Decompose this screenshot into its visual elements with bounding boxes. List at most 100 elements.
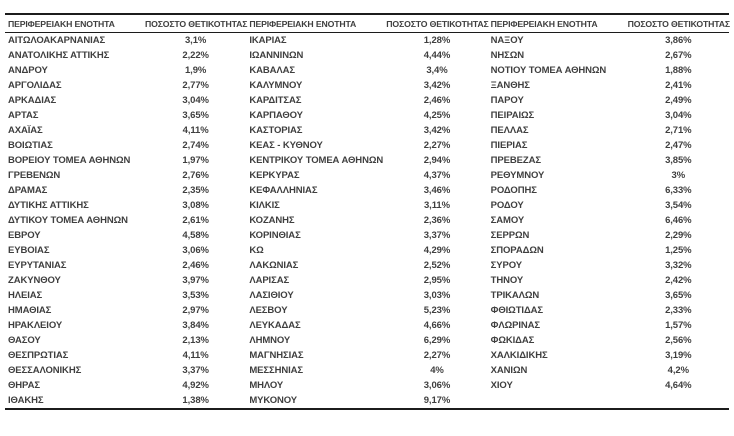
table-header: ΠΕΡΙΦΕΡΕΙΑΚΗ ΕΝΟΤΗΤΑ ΠΟΣΟΣΤΟ ΘΕΤΙΚΟΤΗΤΑΣ xyxy=(246,15,489,33)
region-name: ΛΕΣΒΟΥ xyxy=(249,305,288,316)
positivity-value: 6,46% xyxy=(665,215,692,226)
positivity-value: 4,2% xyxy=(667,365,689,376)
region-name: ΚΙΛΚΙΣ xyxy=(249,200,280,211)
table-row: ΣΥΡΟΥ 3,32% xyxy=(488,258,729,273)
table-row: ΑΝΑΤΟΛΙΚΗΣ ΑΤΤΙΚΗΣ 2,22% xyxy=(5,48,246,63)
region-name: ΑΡΤΑΣ xyxy=(8,110,39,121)
positivity-value: 1,25% xyxy=(665,245,692,256)
table-row: ΛΕΣΒΟΥ 5,23% xyxy=(246,303,487,318)
region-name: ΜΑΓΝΗΣΙΑΣ xyxy=(249,350,304,361)
region-name: ΚΕΡΚΥΡΑΣ xyxy=(249,170,300,181)
positivity-value: 2,33% xyxy=(665,305,692,316)
table-row: ΚΙΛΚΙΣ 3,11% xyxy=(246,198,487,213)
region-name: ΑΡΓΟΛΙΔΑΣ xyxy=(8,80,62,91)
table-row: ΚΑΒΑΛΑΣ 3,4% xyxy=(246,63,487,78)
table-row: ΡΟΔΟΠΗΣ 6,33% xyxy=(488,183,729,198)
positivity-value: 4,64% xyxy=(665,380,692,391)
positivity-value: 1,9% xyxy=(185,65,207,76)
positivity-value: 2,71% xyxy=(665,125,692,136)
region-name: ΚΕΦΑΛΛΗΝΙΑΣ xyxy=(249,185,318,196)
positivity-value: 3,03% xyxy=(423,290,451,301)
table-row: ΕΒΡΟΥ 4,58% xyxy=(5,228,246,243)
positivity-value: 3,42% xyxy=(423,80,451,91)
table-row: ΦΩΚΙΔΑΣ 2,56% xyxy=(488,333,729,348)
positivity-value: 9,17% xyxy=(423,395,451,406)
table-row: ΙΩΑΝΝΙΝΩΝ 4,44% xyxy=(246,48,487,63)
region-name: ΧΑΝΙΩΝ xyxy=(490,365,528,376)
region-name: ΝΟΤΙΟΥ ΤΟΜΕΑ ΑΘΗΝΩΝ xyxy=(490,65,607,76)
positivity-value: 3,84% xyxy=(182,320,209,331)
table-row: ΠΑΡΟΥ 2,49% xyxy=(488,93,729,108)
positivity-value: 2,42% xyxy=(665,275,692,286)
table-row: ΑΡΚΑΔΙΑΣ 3,04% xyxy=(5,93,246,108)
region-name: ΞΑΝΘΗΣ xyxy=(490,80,530,91)
region-name: ΡΟΔΟΠΗΣ xyxy=(490,185,537,196)
table-row: ΛΗΜΝΟΥ 6,29% xyxy=(246,333,487,348)
region-name: ΕΥΡΥΤΑΝΙΑΣ xyxy=(8,260,67,271)
table-row: ΤΡΙΚΑΛΩΝ 3,65% xyxy=(488,288,729,303)
subtable-middle: ΠΕΡΙΦΕΡΕΙΑΚΗ ΕΝΟΤΗΤΑ ΠΟΣΟΣΤΟ ΘΕΤΙΚΟΤΗΤΑΣ… xyxy=(246,15,489,408)
positivity-value: 6,29% xyxy=(423,335,451,346)
positivity-value: 3,97% xyxy=(182,275,209,286)
region-name: ΤΡΙΚΑΛΩΝ xyxy=(490,290,540,301)
region-name: ΣΕΡΡΩΝ xyxy=(490,230,530,241)
region-name: ΔΥΤΙΚΗΣ ΑΤΤΙΚΗΣ xyxy=(8,200,89,211)
region-name: ΠΕΙΡΑΙΩΣ xyxy=(490,110,535,121)
positivity-value: 4,44% xyxy=(423,50,451,61)
table-row: ΛΑΚΩΝΙΑΣ 2,52% xyxy=(246,258,487,273)
regional-positivity-table: ΠΕΡΙΦΕΡΕΙΑΚΗ ΕΝΟΤΗΤΑ ΠΟΣΟΣΤΟ ΘΕΤΙΚΟΤΗΤΑΣ… xyxy=(5,13,730,410)
region-name: ΦΩΚΙΔΑΣ xyxy=(490,335,535,346)
table-row: ΚΑΣΤΟΡΙΑΣ 3,42% xyxy=(246,123,487,138)
table-row: ΚΑΡΔΙΤΣΑΣ 2,46% xyxy=(246,93,487,108)
positivity-value: 3,04% xyxy=(182,95,209,106)
table-row: ΘΗΡΑΣ 4,92% xyxy=(5,378,246,393)
region-name: ΚΑΒΑΛΑΣ xyxy=(249,65,295,76)
table-row: ΒΟΡΕΙΟΥ ΤΟΜΕΑ ΑΘΗΝΩΝ 1,97% xyxy=(5,153,246,168)
region-name: ΔΥΤΙΚΟΥ ΤΟΜΕΑ ΑΘΗΝΩΝ xyxy=(8,215,128,226)
region-name: ΠΙΕΡΙΑΣ xyxy=(490,140,528,151)
table-row: ΚΕΝΤΡΙΚΟΥ ΤΟΜΕΑ ΑΘΗΝΩΝ 2,94% xyxy=(246,153,487,168)
positivity-value: 4,37% xyxy=(423,170,451,181)
table-row: ΣΠΟΡΑΔΩΝ 1,25% xyxy=(488,243,729,258)
region-name: ΣΥΡΟΥ xyxy=(490,260,522,271)
table-header: ΠΕΡΙΦΕΡΕΙΑΚΗ ΕΝΟΤΗΤΑ ΠΟΣΟΣΤΟ ΘΕΤΙΚΟΤΗΤΑΣ xyxy=(487,15,730,33)
positivity-value: 4,58% xyxy=(182,230,209,241)
positivity-value: 3,53% xyxy=(182,290,209,301)
positivity-value: 6,33% xyxy=(665,185,692,196)
table-row: ΚΕΦΑΛΛΗΝΙΑΣ 3,46% xyxy=(246,183,487,198)
region-name: ΧΑΛΚΙΔΙΚΗΣ xyxy=(490,350,548,361)
positivity-value: 3% xyxy=(671,170,686,181)
region-name: ΛΑΚΩΝΙΑΣ xyxy=(249,260,299,271)
positivity-value: 2,76% xyxy=(182,170,209,181)
table-row: ΠΡΕΒΕΖΑΣ 3,85% xyxy=(488,153,729,168)
region-name: ΝΗΣΩΝ xyxy=(490,50,525,61)
table-row: ΠΕΙΡΑΙΩΣ 3,04% xyxy=(488,108,729,123)
positivity-value: 2,52% xyxy=(423,260,451,271)
table-row: ΑΝΔΡΟΥ 1,9% xyxy=(5,63,246,78)
region-name: ΑΧΑΪΑΣ xyxy=(8,125,43,136)
table-row: ΕΥΒΟΙΑΣ 3,06% xyxy=(5,243,246,258)
region-name: ΑΝΔΡΟΥ xyxy=(8,65,48,76)
table-row: ΔΡΑΜΑΣ 2,35% xyxy=(5,183,246,198)
region-name: ΜΕΣΣΗΝΙΑΣ xyxy=(249,365,304,376)
positivity-value: 2,46% xyxy=(423,95,451,106)
table-row: ΛΑΡΙΣΑΣ 2,95% xyxy=(246,273,487,288)
positivity-value: 2,74% xyxy=(182,140,209,151)
table-row: ΙΘΑΚΗΣ 1,38% xyxy=(5,393,246,408)
table-row: ΚΩ 4,29% xyxy=(246,243,487,258)
table-row: ΘΕΣΠΡΩΤΙΑΣ 4,11% xyxy=(5,348,246,363)
table-row: ΚΟΖΑΝΗΣ 2,36% xyxy=(246,213,487,228)
positivity-value: 2,27% xyxy=(423,140,451,151)
region-name: ΛΑΡΙΣΑΣ xyxy=(249,275,290,286)
positivity-value: 3,65% xyxy=(665,290,692,301)
table-row: ΗΡΑΚΛΕΙΟΥ 3,84% xyxy=(5,318,246,333)
positivity-value: 4,66% xyxy=(423,320,451,331)
region-name: ΜΗΛΟΥ xyxy=(249,380,284,391)
table-row: ΕΥΡΥΤΑΝΙΑΣ 2,46% xyxy=(5,258,246,273)
region-name: ΝΑΞΟΥ xyxy=(490,35,524,46)
region-name: ΘΕΣΠΡΩΤΙΑΣ xyxy=(8,350,69,361)
table-row: ΓΡΕΒΕΝΩΝ 2,76% xyxy=(5,168,246,183)
positivity-value: 2,61% xyxy=(182,215,209,226)
table-row: ΤΗΝΟΥ 2,42% xyxy=(488,273,729,288)
region-name: ΠΕΛΛΑΣ xyxy=(490,125,529,136)
